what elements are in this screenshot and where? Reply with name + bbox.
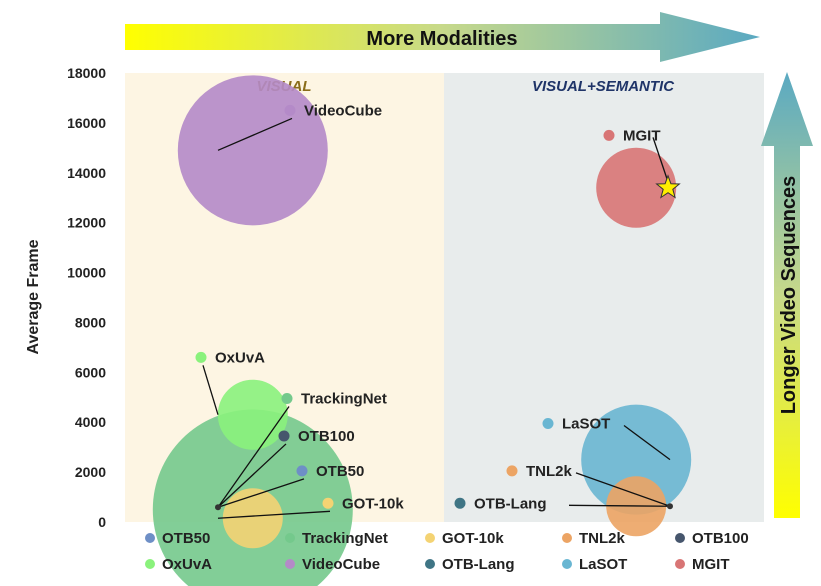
legend-label-lasot: LaSOT [579, 556, 627, 573]
legend-swatch-lasot [562, 559, 572, 569]
y-tick-label: 2000 [75, 464, 106, 480]
marker-otb100 [278, 430, 290, 442]
star-icon [655, 174, 681, 199]
marker-mgit [603, 129, 615, 141]
leader-line-tnl2k [575, 472, 671, 507]
marker-tnl2k [506, 465, 518, 477]
marker-got-10k [322, 497, 334, 509]
bubble-mgit [596, 147, 677, 228]
legend-swatch-otb50 [145, 533, 155, 543]
bubble-videocube [177, 75, 328, 226]
y-tick-label: 6000 [75, 364, 106, 380]
leader-line-otb-lang [568, 504, 671, 507]
y-tick-label: 14000 [67, 165, 106, 181]
y-tick-label: 10000 [67, 265, 106, 281]
y-tick-label: 0 [98, 514, 106, 530]
leader-line-trackingnet [217, 406, 290, 508]
legend-label-otb-lang: OTB-Lang [442, 556, 515, 573]
legend-swatch-mgit [675, 559, 685, 569]
legend-swatch-otb-lang [425, 559, 435, 569]
sequences-arrow [761, 72, 813, 518]
leader-line-videocube [217, 117, 293, 151]
callout-label-otb100: OTB100 [298, 428, 355, 445]
bubble-lasot [581, 404, 692, 515]
y-tick-label: 16000 [67, 115, 106, 131]
y-axis: 0 2000 4000 6000 8000 10000 12000 14000 16000 180… [67, 65, 106, 530]
callout-label-tnl2k: TNL2k [526, 463, 573, 480]
y-tick-label: 12000 [67, 215, 106, 231]
y-axis-title: Average Frame [25, 239, 42, 354]
y-tick-label: 4000 [75, 414, 106, 430]
callout-label-oxuva: OxUvA [215, 349, 265, 366]
legend-label-trackingnet: TrackingNet [302, 530, 388, 547]
marker-lasot [542, 417, 554, 429]
y-tick-label: 18000 [67, 65, 106, 81]
legend-label-oxuva: OxUvA [162, 556, 212, 573]
marker-otb-lang [454, 497, 466, 509]
callout-layer: VideoCube OxUvA TrackingNet OTB100 OTB50 GOT-… [195, 102, 673, 519]
modalities-arrow [125, 12, 760, 62]
callout-label-trackingnet: TrackingNet [301, 391, 387, 408]
y-tick-label: 8000 [75, 314, 106, 330]
callout-label-mgit: MGIT [623, 127, 661, 144]
legend-label-tnl2k: TNL2k [579, 530, 626, 547]
legend-swatch-otb100 [675, 533, 685, 543]
callout-label-got-10k: GOT-10k [342, 495, 404, 512]
marker-otb50 [296, 465, 308, 477]
callout-label-videocube: VideoCube [304, 102, 382, 119]
legend-label-videocube: VideoCube [302, 556, 380, 573]
legend-swatch-trackingnet [285, 533, 295, 543]
legend-swatch-got-10k [425, 533, 435, 543]
marker-trackingnet [281, 393, 293, 405]
callout-label-otb50: OTB50 [316, 463, 364, 480]
legend-label-mgit: MGIT [692, 556, 730, 573]
sequences-arrow-label: Longer Video Sequences [778, 176, 800, 415]
marker-oxuva [195, 351, 207, 363]
leader-line-oxuva [202, 365, 219, 415]
marker-videocube [284, 104, 296, 116]
callout-label-otb-lang: OTB-Lang [474, 495, 547, 512]
center-dot [215, 504, 221, 511]
legend-swatch-oxuva [145, 559, 155, 569]
leader-line-got-10k [217, 510, 331, 519]
leader-line-otb50 [217, 478, 305, 508]
semantic-region-label: VISUAL+SEMANTIC [532, 78, 675, 95]
leader-line-lasot [623, 424, 671, 461]
callout-label-lasot: LaSOT [562, 415, 610, 432]
modalities-arrow-label: More Modalities [366, 28, 517, 50]
leader-line-otb100 [217, 443, 287, 508]
legend-label-otb50: OTB50 [162, 530, 210, 547]
bubble-got-10k [222, 488, 283, 549]
legend: OTB50 TrackingNet GOT-10k TNL2k OTB100 OxUvA V… [145, 530, 749, 573]
legend-swatch-tnl2k [562, 533, 572, 543]
center-dot [667, 503, 673, 510]
legend-label-otb100: OTB100 [692, 530, 749, 547]
legend-label-got-10k: GOT-10k [442, 530, 504, 547]
legend-swatch-videocube [285, 559, 295, 569]
bubble-oxuva [217, 379, 288, 450]
